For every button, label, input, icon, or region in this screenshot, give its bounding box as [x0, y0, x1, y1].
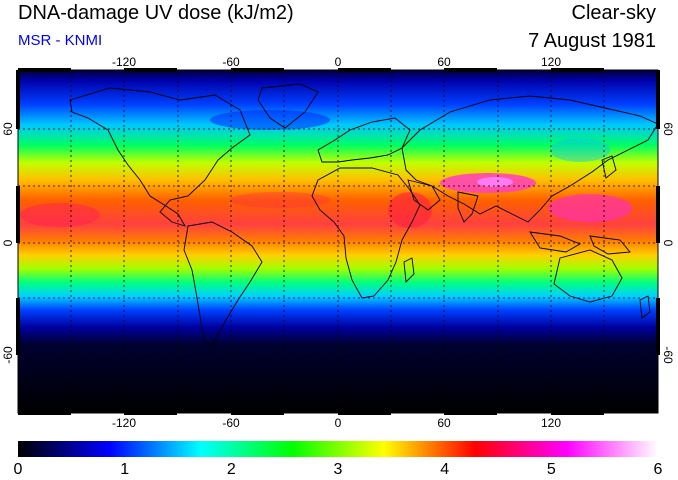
lat-labels-left: 60 0 -60	[1, 122, 15, 364]
lon-labels-top: -120 -60 0 60 120	[112, 55, 561, 69]
lat-label: -60	[1, 346, 15, 364]
coastlines	[69, 83, 658, 346]
colorbar	[18, 441, 658, 457]
colorbar-tick-label: 6	[654, 461, 663, 478]
lat-label: 60	[661, 122, 675, 136]
lon-label: 120	[541, 55, 561, 69]
colorbar-tick-label: 2	[227, 461, 236, 478]
colorbar-labels: 0 1 2 3 4 5 6	[14, 461, 663, 478]
lat-label: -60	[661, 346, 675, 364]
colorbar-tick-label: 3	[334, 461, 343, 478]
lon-labels-bottom: -120 -60 0 60 120	[112, 416, 561, 430]
lon-label: 0	[335, 55, 342, 69]
colorbar-tick-label: 0	[14, 461, 23, 478]
lon-label: 120	[541, 416, 561, 430]
lon-label: 60	[437, 55, 451, 69]
lat-label: 0	[1, 239, 15, 246]
data-source: MSR - KNMI	[18, 32, 103, 49]
lon-label: -60	[222, 416, 240, 430]
lon-label: 0	[335, 416, 342, 430]
lon-label: -120	[112, 416, 136, 430]
lat-label: 0	[661, 240, 675, 247]
lon-label: -60	[222, 55, 240, 69]
sky-condition: Clear-sky	[571, 2, 656, 24]
graticule	[18, 70, 658, 413]
lat-label: 60	[1, 122, 15, 136]
colorbar-tick-label: 5	[547, 461, 556, 478]
map-title: DNA-damage UV dose (kJ/m2)	[18, 2, 294, 24]
frame-ticks	[16, 68, 660, 415]
colorbar-tick-label: 4	[440, 461, 449, 478]
colorbar-tick-label: 1	[120, 461, 129, 478]
lon-label: -120	[112, 55, 136, 69]
lat-labels-right: 60 0 -60	[661, 122, 675, 364]
map-date: 7 August 1981	[528, 30, 656, 52]
lon-label: 60	[437, 416, 451, 430]
